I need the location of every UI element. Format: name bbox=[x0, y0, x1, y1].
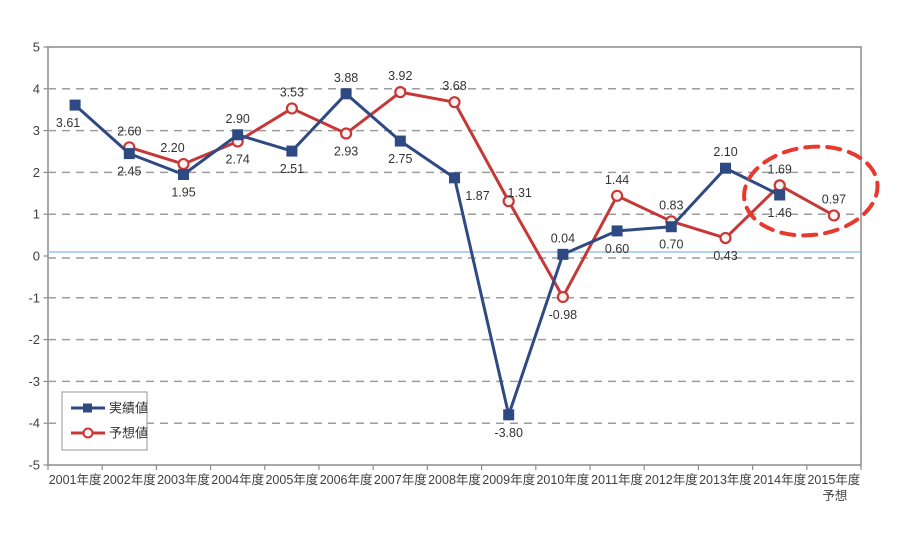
data-label-forecast: 0.43 bbox=[713, 249, 737, 263]
data-label-actual: 2.90 bbox=[226, 112, 250, 126]
data-label-forecast: 2.60 bbox=[117, 124, 141, 138]
marker-actual bbox=[449, 172, 460, 184]
x-axis-label: 2012年度 bbox=[645, 472, 698, 487]
marker-actual bbox=[774, 189, 786, 201]
data-label-forecast: 1.44 bbox=[605, 173, 629, 187]
data-label-actual: 1.95 bbox=[171, 185, 195, 199]
marker-actual bbox=[557, 248, 569, 260]
marker-actual bbox=[286, 145, 298, 157]
marker-forecast bbox=[610, 189, 624, 202]
legend-box bbox=[61, 391, 148, 451]
x-axis-label: 2008年度 bbox=[428, 472, 481, 487]
data-label-forecast: 2.74 bbox=[226, 152, 250, 166]
x-axis-label: 2001年度 bbox=[49, 472, 102, 487]
data-label-actual: 0.04 bbox=[551, 231, 575, 245]
marker-actual bbox=[232, 129, 244, 141]
marker-forecast bbox=[827, 209, 841, 222]
x-axis-label: 2014年度 bbox=[753, 472, 806, 487]
marker-forecast bbox=[177, 157, 190, 171]
data-label-forecast: 0.97 bbox=[822, 192, 846, 206]
data-label-actual: 2.51 bbox=[280, 162, 304, 176]
x-axis-label: 2005年度 bbox=[265, 472, 318, 487]
y-axis-label: -1 bbox=[28, 290, 40, 305]
y-axis-label: 3 bbox=[33, 123, 40, 138]
data-label-actual: 0.70 bbox=[659, 238, 683, 252]
data-label-forecast: 3.53 bbox=[280, 85, 304, 99]
x-axis-label: 2011年度 bbox=[591, 472, 643, 487]
marker-actual bbox=[665, 221, 677, 233]
x-axis-label: 2004年度 bbox=[211, 472, 264, 487]
data-label-forecast: 2.20 bbox=[160, 141, 184, 155]
data-label-actual: 3.88 bbox=[334, 71, 358, 85]
marker-actual bbox=[340, 88, 352, 100]
legend-label-forecast: 予想値 bbox=[109, 426, 148, 441]
x-axis-label: 2015年度 bbox=[807, 472, 860, 487]
data-label-actual: 0.60 bbox=[605, 242, 629, 256]
x-axis-label: 2010年度 bbox=[536, 472, 589, 487]
marker-actual bbox=[123, 148, 135, 160]
data-label-actual: 2.75 bbox=[388, 152, 412, 166]
x-axis-label: 2003年度 bbox=[157, 472, 210, 487]
legend-marker-actual bbox=[83, 403, 92, 413]
data-label-forecast: 3.92 bbox=[388, 69, 412, 83]
marker-forecast bbox=[340, 127, 353, 140]
x-axis-sublabel: 予想 bbox=[822, 488, 847, 503]
data-label-forecast: 0.83 bbox=[659, 198, 683, 212]
marker-actual bbox=[69, 99, 81, 111]
data-label-actual: 3.61 bbox=[56, 116, 80, 130]
data-label-actual: 1.87 bbox=[465, 189, 489, 203]
marker-forecast bbox=[285, 102, 298, 115]
x-axis-label: 2013年度 bbox=[699, 472, 752, 487]
marker-forecast bbox=[394, 86, 407, 99]
marker-forecast bbox=[448, 96, 461, 109]
y-axis-label: -4 bbox=[28, 416, 40, 431]
marker-actual bbox=[178, 168, 189, 180]
y-axis-label: -5 bbox=[28, 458, 40, 473]
y-axis-label: 1 bbox=[33, 207, 40, 222]
x-axis-label: 2002年度 bbox=[103, 472, 156, 487]
data-label-forecast: 1.69 bbox=[768, 162, 792, 176]
y-axis-label: -3 bbox=[28, 374, 40, 389]
marker-forecast bbox=[556, 290, 570, 304]
x-axis-label: 2009年度 bbox=[482, 472, 535, 487]
legend-label-actual: 実績値 bbox=[109, 401, 148, 416]
data-label-forecast: 1.31 bbox=[508, 186, 532, 200]
y-axis-label: 2 bbox=[33, 165, 40, 180]
data-label-actual: 1.46 bbox=[768, 206, 792, 220]
marker-actual bbox=[503, 409, 515, 421]
data-label-forecast: -0.98 bbox=[549, 308, 578, 322]
y-axis-label: -2 bbox=[28, 332, 40, 347]
legend-marker-forecast bbox=[82, 427, 94, 439]
y-axis-label: 0 bbox=[33, 249, 40, 264]
plot-frame bbox=[47, 46, 862, 466]
data-label-actual: 2.45 bbox=[117, 165, 141, 179]
y-axis-label: 4 bbox=[33, 81, 40, 96]
data-label-forecast: 2.93 bbox=[334, 145, 358, 159]
data-label-forecast: 3.68 bbox=[442, 79, 466, 93]
data-label-actual: 2.10 bbox=[713, 145, 737, 159]
x-axis-label: 2006年度 bbox=[320, 472, 373, 487]
data-label-actual: -3.80 bbox=[494, 426, 523, 440]
annotation-ellipse bbox=[742, 144, 880, 238]
marker-forecast bbox=[719, 231, 732, 245]
marker-forecast bbox=[502, 195, 515, 208]
marker-actual bbox=[720, 162, 731, 174]
y-axis-label: 5 bbox=[33, 40, 40, 55]
marker-actual bbox=[394, 135, 406, 147]
series-line-actual bbox=[73, 92, 782, 417]
x-axis-label: 2007年度 bbox=[374, 472, 427, 487]
marker-forecast bbox=[773, 179, 786, 192]
marker-actual bbox=[611, 225, 623, 237]
